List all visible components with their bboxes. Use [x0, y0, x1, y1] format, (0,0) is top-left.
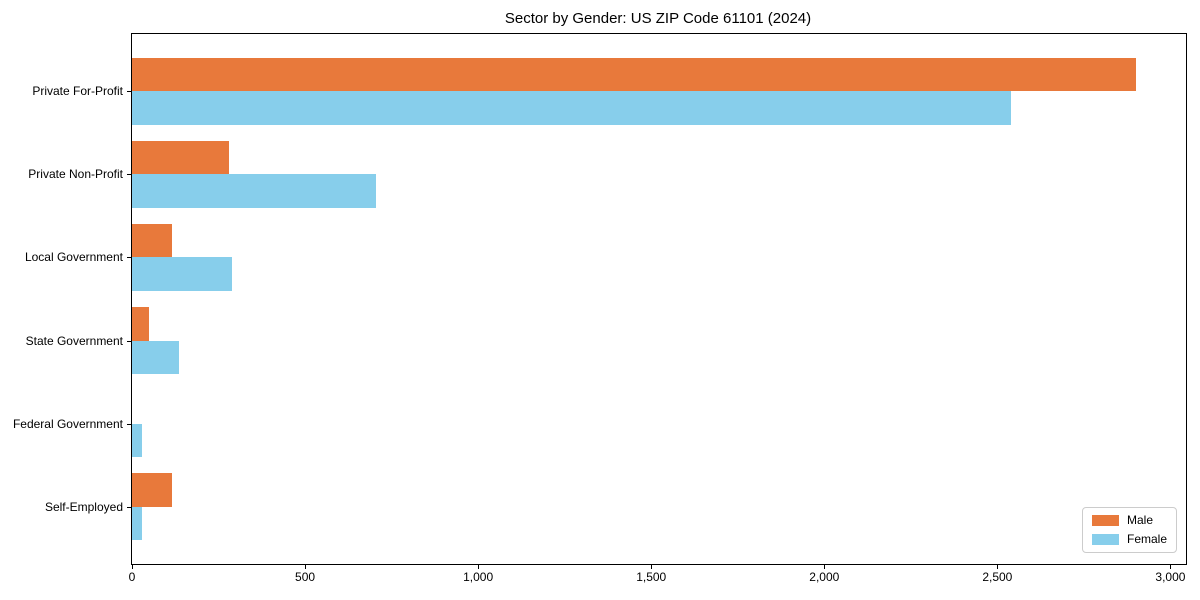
- y-tick-label-state-government: State Government: [25, 333, 123, 348]
- bar-female-local-government: [132, 257, 233, 291]
- bar-female-private-non-profit: [132, 174, 377, 208]
- y-tick-mark: [127, 506, 131, 508]
- y-tick-mark: [127, 91, 131, 93]
- x-tick-label-3000: 3,000: [1155, 570, 1186, 584]
- x-tick-mark: [305, 565, 307, 569]
- plot-area: Private For-Profit Private Non-Profit Loca…: [13, 33, 1187, 584]
- x-tick-label-2000: 2,000: [809, 570, 840, 584]
- chart-title: Sector by Gender: US ZIP Code 61101 (202…: [504, 10, 812, 27]
- legend-label-male: Male: [1126, 513, 1153, 527]
- bar-male-self-employed: [132, 473, 172, 507]
- x-tick-label-1500: 1,500: [636, 570, 667, 584]
- y-tick-mark: [127, 174, 131, 176]
- y-tick-label-private-for-profit: Private For-Profit: [32, 84, 123, 99]
- bar-female-federal-government: [132, 423, 143, 457]
- x-tick-label-2500: 2,500: [982, 570, 1013, 584]
- legend: Male Female: [1081, 507, 1177, 553]
- legend-entry-male: Male: [1091, 513, 1167, 527]
- bar-male-private-non-profit: [132, 141, 229, 175]
- x-tick-mark: [997, 565, 999, 569]
- y-tick-label-private-non-profit: Private Non-Profit: [28, 167, 123, 182]
- bar-male-private-for-profit: [132, 58, 1136, 92]
- bar-female-state-government: [132, 340, 179, 374]
- legend-label-female: Female: [1126, 532, 1167, 546]
- x-tick-mark: [651, 565, 653, 569]
- bar-male-state-government: [132, 307, 150, 341]
- x-tick-mark: [1170, 565, 1172, 569]
- y-tick-mark: [127, 423, 131, 425]
- x-tick-mark: [132, 565, 133, 569]
- x-tick-label-500: 500: [295, 570, 316, 584]
- bar-female-self-employed: [132, 506, 143, 540]
- bar-male-local-government: [132, 224, 172, 258]
- y-tick-label-local-government: Local Government: [24, 250, 123, 265]
- y-tick-mark: [127, 257, 131, 259]
- x-tick-mark: [824, 565, 826, 569]
- y-tick-label-federal-government: Federal Government: [12, 416, 123, 431]
- x-tick-mark: [478, 565, 480, 569]
- x-tick-label-0: 0: [128, 570, 136, 584]
- legend-entry-female: Female: [1091, 532, 1167, 546]
- x-tick-label-1000: 1,000: [463, 570, 494, 584]
- legend-swatch-male: [1091, 514, 1119, 526]
- legend-swatch-female: [1091, 533, 1119, 545]
- y-tick-mark: [127, 340, 131, 342]
- bar-female-private-for-profit: [132, 91, 1012, 125]
- y-tick-label-self-employed: Self-Employed: [44, 499, 123, 514]
